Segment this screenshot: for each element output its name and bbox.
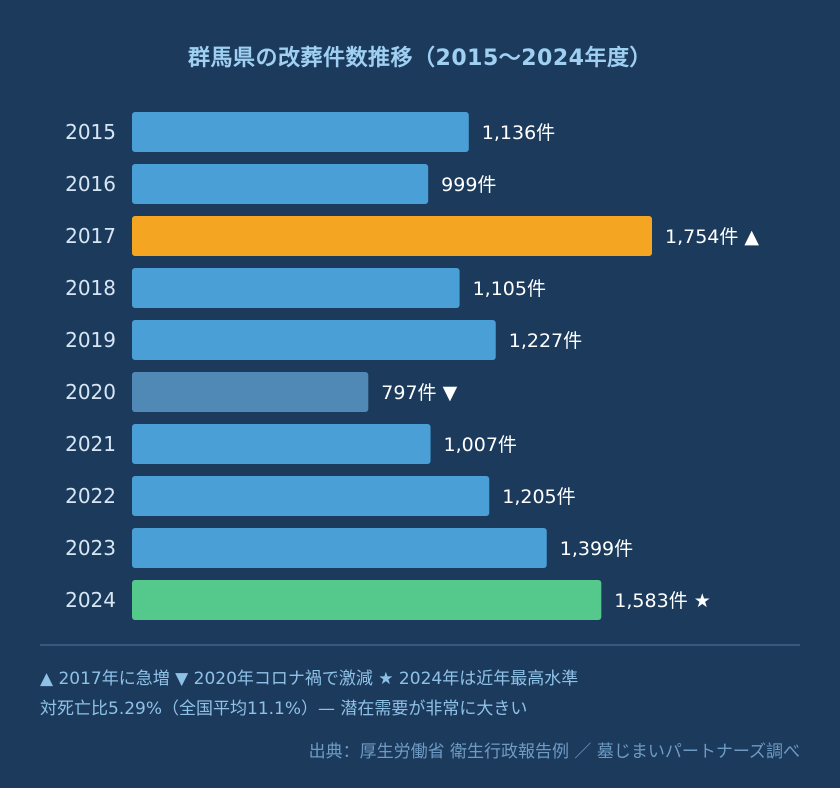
data-label: 1,754件 ▲ <box>665 226 759 248</box>
bar-2022 <box>132 476 490 516</box>
data-label: 1,007件 <box>444 434 517 456</box>
category-label: 2020 <box>65 380 116 404</box>
data-label: 1,227件 <box>509 330 582 352</box>
data-label: 1,205件 <box>502 486 575 508</box>
bar-2023 <box>132 528 547 568</box>
annotation-note-2: 対死亡比5.29%（全国平均11.1%）— 潜在需要が非常に大きい <box>40 699 528 719</box>
category-label: 2017 <box>65 224 116 248</box>
divider <box>40 644 800 646</box>
category-label: 2022 <box>65 484 116 508</box>
data-label: 797件 ▼ <box>381 382 457 404</box>
data-label: 1,136件 <box>482 122 555 144</box>
category-label: 2021 <box>65 432 116 456</box>
bar-2024 <box>132 580 602 620</box>
source-credit: 出典：厚生労働省 衛生行政報告例 ／ 墓じまいパートナーズ調べ <box>308 742 800 762</box>
data-label: 999件 <box>441 174 496 196</box>
bar-2016 <box>132 164 429 204</box>
category-label: 2019 <box>65 328 116 352</box>
category-label: 2024 <box>65 588 116 612</box>
data-label: 1,105件 <box>473 278 546 300</box>
category-label: 2015 <box>65 120 116 144</box>
chart-title: 群馬県の改葬件数推移（2015〜2024年度） <box>188 46 652 71</box>
bar-2018 <box>132 268 460 308</box>
category-label: 2016 <box>65 172 116 196</box>
data-label: 1,399件 <box>560 538 633 560</box>
bar-2017 <box>132 216 652 256</box>
category-label: 2023 <box>65 536 116 560</box>
bar-2021 <box>132 424 431 464</box>
annotation-note-1: ▲ 2017年に急増 ▼ 2020年コロナ禍で激減 ★ 2024年は近年最高水準 <box>40 669 579 689</box>
bar-chart: 2015 1,136件 2016 999件 2017 1,754件 ▲ 2018 1,105件… <box>65 112 759 620</box>
category-label: 2018 <box>65 276 116 300</box>
data-label: 1,583件 ★ <box>614 590 710 612</box>
bar-2015 <box>132 112 469 152</box>
bar-2020 <box>132 372 369 412</box>
bar-2019 <box>132 320 496 360</box>
